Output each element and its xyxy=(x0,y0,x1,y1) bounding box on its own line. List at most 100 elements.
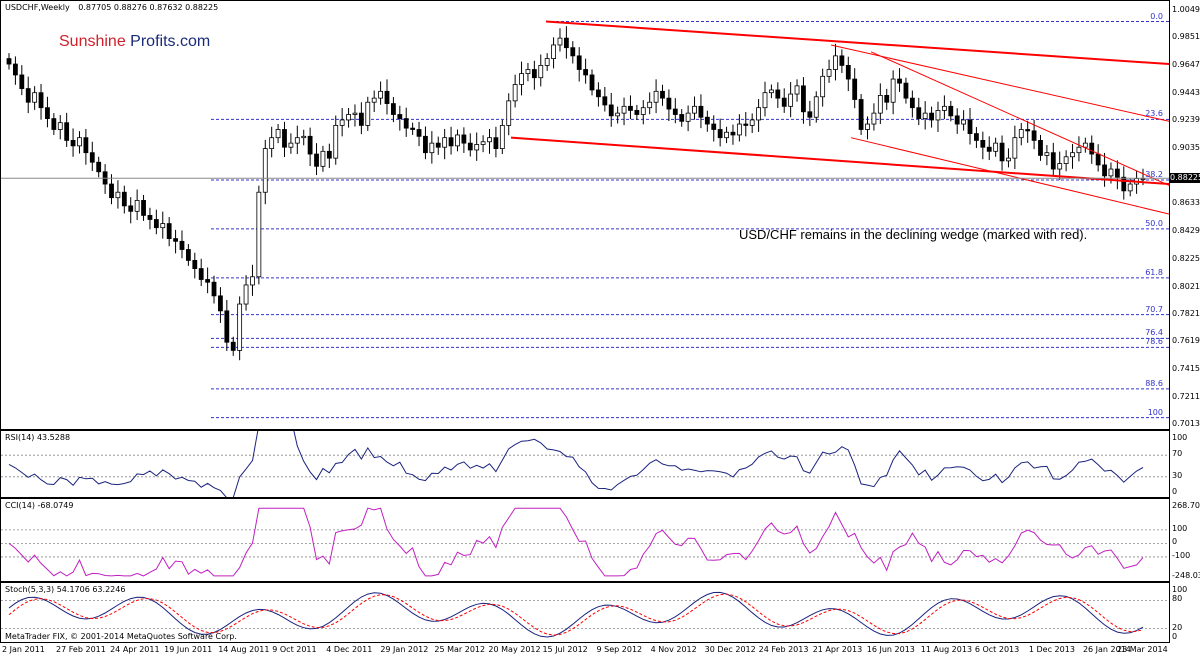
candle-body xyxy=(89,152,95,163)
stoch-main-line xyxy=(8,591,1144,638)
oscillator-tick-label: 80 xyxy=(1172,594,1183,604)
candle-body xyxy=(57,122,63,130)
candle-body xyxy=(563,37,569,49)
candle-body xyxy=(704,116,710,125)
candle-body xyxy=(602,96,608,106)
candle-body xyxy=(769,89,774,94)
candle-body xyxy=(993,142,999,152)
candle-body xyxy=(538,65,544,79)
candle-body xyxy=(250,276,255,286)
cci-pane[interactable]: CCI(14) -68.0749 xyxy=(0,498,1170,582)
candle-body xyxy=(974,133,979,141)
candle-body xyxy=(570,47,576,57)
rsi-axis: 100 70 30 0 xyxy=(1170,430,1200,498)
time-tick-label: 30 Dec 2012 xyxy=(704,645,756,654)
candle-body xyxy=(397,114,403,119)
candle-body xyxy=(871,112,877,125)
time-tick-label: 6 Oct 2013 xyxy=(974,645,1020,654)
candle-body xyxy=(801,85,806,113)
candle-body xyxy=(416,129,422,137)
candle-body xyxy=(685,112,691,122)
candle-body xyxy=(410,127,416,130)
oscillator-tick-label: 0 xyxy=(1172,487,1178,496)
candle-body xyxy=(64,122,70,141)
price-chart-pane[interactable]: USDCHF,Weekly 0.87705 0.88276 0.87632 0.… xyxy=(0,0,1170,430)
candle-body xyxy=(1012,137,1018,159)
candle-body xyxy=(1050,152,1056,170)
candle-body xyxy=(794,85,800,95)
candle-body xyxy=(1102,164,1107,177)
candle-body xyxy=(365,101,371,126)
candle-body xyxy=(941,105,947,111)
candle-body xyxy=(301,135,307,139)
stoch-axis: 100 80 20 0 xyxy=(1170,582,1200,643)
time-tick-label: 15 Jul 2012 xyxy=(542,645,588,654)
candle-body xyxy=(1031,130,1037,141)
candle-body xyxy=(480,141,486,145)
candle-body xyxy=(198,268,204,280)
candle-body xyxy=(38,92,44,109)
candle-body xyxy=(813,96,819,118)
candle-body xyxy=(6,58,12,65)
candle-body xyxy=(589,74,595,91)
candle-body xyxy=(749,119,755,126)
rsi-line xyxy=(8,431,1144,497)
candle-body xyxy=(903,82,909,99)
candle-body xyxy=(346,114,351,121)
candle-body xyxy=(762,92,768,109)
candle-body xyxy=(45,107,50,119)
candle-body xyxy=(833,55,838,70)
candle-body xyxy=(70,140,76,147)
candle-body xyxy=(640,107,646,115)
candle-body xyxy=(218,295,223,312)
candle-body xyxy=(519,73,524,85)
rsi-pane[interactable]: RSI(14) 43.5288 xyxy=(0,430,1170,498)
ohlc-values: 0.87705 0.88276 0.87632 0.88225 xyxy=(78,3,219,12)
candle-body xyxy=(237,303,243,351)
candle-body xyxy=(551,44,556,59)
candle-body xyxy=(160,223,166,229)
candle-body xyxy=(961,119,967,125)
time-tick-label: 14 Aug 2011 xyxy=(218,645,270,654)
candle-body xyxy=(845,65,851,80)
oscillator-tick-label: 100 xyxy=(1172,433,1188,442)
time-tick-label: 24 Apr 2011 xyxy=(110,645,160,654)
candle-body xyxy=(352,112,358,115)
wedge-trendline xyxy=(545,20,1169,66)
candle-body xyxy=(493,137,499,149)
candle-body xyxy=(1070,152,1075,158)
candle-body xyxy=(467,142,473,151)
fib-level-label: 88.6 xyxy=(1145,378,1163,388)
time-tick-label: 25 Mar 2012 xyxy=(434,645,486,654)
rsi-label: RSI(14) 43.5288 xyxy=(5,433,71,442)
candle-body xyxy=(717,129,723,139)
time-tick-label: 27 Feb 2011 xyxy=(56,645,106,654)
candle-body xyxy=(448,137,454,147)
candle-body xyxy=(897,78,902,84)
candle-body xyxy=(621,105,627,114)
candle-body xyxy=(506,100,512,126)
stoch-pane[interactable]: Stoch(5,3,3) 54.1706 63.2246 MetaTrader … xyxy=(0,582,1170,643)
candle-body xyxy=(269,137,275,149)
candle-body xyxy=(1006,157,1011,162)
time-axis: 2 Jan 2011 27 Feb 2011 24 Apr 2011 19 Jun 2… xyxy=(0,643,1200,659)
cci-svg xyxy=(1,507,1169,577)
copyright-text: MetaTrader FIX, © 2001-2014 MetaQuotes S… xyxy=(5,632,237,641)
candle-body xyxy=(282,129,287,148)
candle-body xyxy=(1044,152,1050,156)
time-tick-label: 23 Mar 2014 xyxy=(1117,645,1168,654)
oscillator-tick-label: 70 xyxy=(1172,449,1183,459)
candle-body xyxy=(1108,168,1114,177)
candle-body xyxy=(173,238,178,242)
candle-body xyxy=(948,105,954,117)
oscillator-tick-label: 100 xyxy=(1172,585,1188,594)
candle-body xyxy=(826,69,832,77)
candle-body xyxy=(980,140,986,148)
